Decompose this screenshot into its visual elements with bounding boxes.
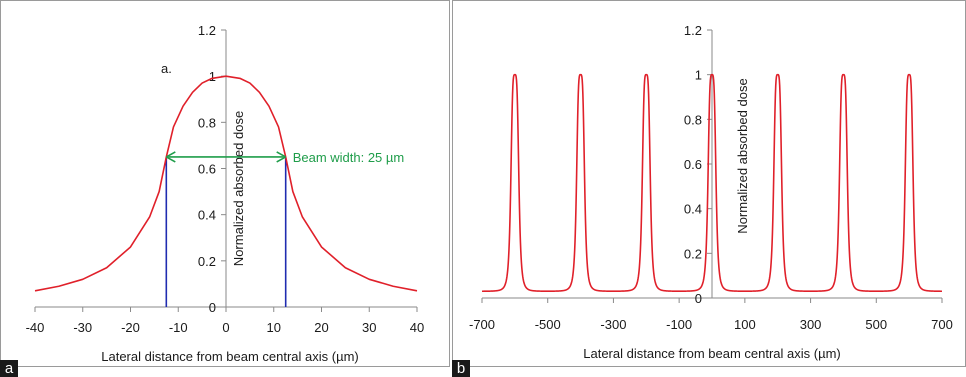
y-tick-label: 0	[209, 300, 216, 315]
y-tick-label: 1.2	[684, 23, 702, 38]
y-tick-label: 0	[695, 291, 702, 306]
x-tick-label: -30	[73, 320, 92, 335]
x-axis-title: Lateral distance from beam central axis …	[583, 346, 840, 361]
y-tick-label: 0.2	[198, 254, 216, 269]
x-tick-label: 30	[362, 320, 376, 335]
panel-letter-b: b	[452, 360, 470, 377]
x-tick-label: 20	[314, 320, 328, 335]
arrow-head-left	[165, 151, 176, 163]
x-tick-label: 300	[800, 317, 822, 332]
y-axis-title: Normalized absorbed dose	[231, 111, 246, 266]
x-tick-label: -500	[535, 317, 561, 332]
panel-annotation: a.	[161, 61, 172, 76]
x-tick-label: -40	[26, 320, 45, 335]
chart-a-svg: 0 0.2 0.4 0.6 0.8 1 1.2 -40 -30 -20 -10 0 10 20 30 40 La…	[26, 23, 425, 364]
x-tick-label: 0	[222, 320, 229, 335]
chart-frame-a	[0, 0, 450, 367]
dose-profile-curve	[34, 75, 418, 292]
chart-panel-b: 0 0.2 0.4 0.6 0.8 1 1.2 -700 -500 -300 -100 100 300 5…	[452, 0, 966, 377]
x-tick-label: 10	[267, 320, 281, 335]
arrow-head-right	[276, 151, 287, 163]
y-tick-label: 0.6	[198, 162, 216, 177]
y-tick-label: 1	[695, 68, 702, 83]
x-tick-label: -10	[169, 320, 188, 335]
dose-profile-curve	[481, 73, 943, 293]
chart-panel-a: 0 0.2 0.4 0.6 0.8 1 1.2 -40 -30 -20 -10 0 10 20 30 40 La…	[0, 0, 450, 377]
x-tick-label: -100	[666, 317, 692, 332]
x-tick-label: -20	[121, 320, 140, 335]
y-tick-label: 0.6	[684, 157, 702, 172]
x-tick-label: 40	[410, 320, 424, 335]
y-axis-title: Normalized absorbed dose	[735, 78, 750, 233]
x-axis-title: Lateral distance from beam central axis …	[101, 349, 358, 364]
y-tick-label: 1.2	[198, 23, 216, 38]
x-tick-label: 500	[865, 317, 887, 332]
y-tick-label: 0.8	[684, 112, 702, 127]
beam-width-label: Beam width: 25 µm	[293, 150, 405, 165]
x-tick-label: 100	[734, 317, 756, 332]
panel-letter-a: a	[0, 360, 18, 377]
y-tick-label: 0.8	[198, 115, 216, 130]
x-tick-label: 700	[931, 317, 953, 332]
chart-b-svg: 0 0.2 0.4 0.6 0.8 1 1.2 -700 -500 -300 -100 100 300 5…	[469, 23, 953, 361]
y-tick-label: 0.4	[198, 208, 216, 223]
y-tick-label: 0.4	[684, 202, 702, 217]
x-tick-label: -700	[469, 317, 495, 332]
x-tick-label: -300	[600, 317, 626, 332]
y-tick-label: 1	[209, 69, 216, 84]
y-tick-label: 0.2	[684, 246, 702, 261]
